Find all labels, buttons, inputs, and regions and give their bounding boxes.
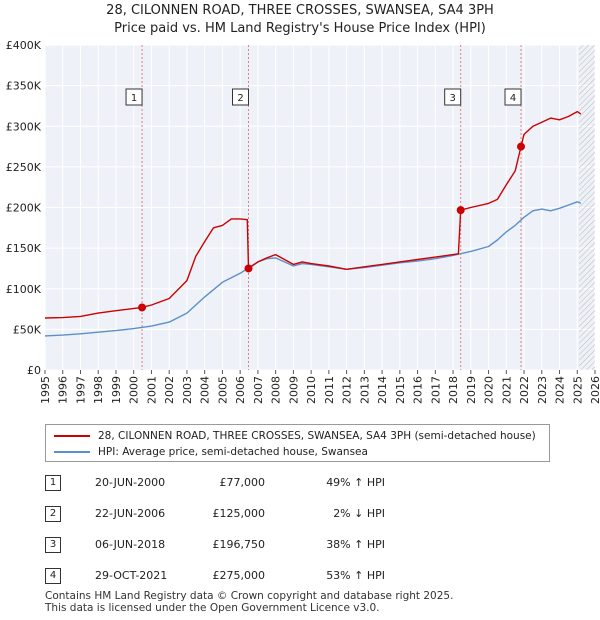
y-tick-label: £200K	[6, 202, 42, 215]
y-tick-label: £400K	[6, 39, 42, 52]
sale-number: 4	[45, 568, 61, 584]
y-tick-label: £350K	[6, 80, 42, 93]
sale-label-number: 2	[237, 93, 243, 104]
footer-licence: This data is licensed under the Open Gov…	[45, 602, 380, 614]
x-tick-label: 2019	[465, 376, 478, 404]
x-tick-label: 2025	[571, 376, 584, 404]
x-tick-label: 2013	[358, 376, 371, 404]
legend-swatch-property	[54, 435, 90, 437]
projection-hatch	[579, 45, 595, 370]
legend-swatch-hpi	[54, 451, 90, 453]
sale-price: £77,000	[219, 476, 266, 489]
sale-date: 20-JUN-2000	[95, 476, 166, 489]
x-tick-label: 2012	[341, 376, 354, 404]
sale-row: 2 22-JUN-2006 £125,000 2% ↓ HPI	[45, 501, 445, 532]
x-tick-label: 2011	[323, 376, 336, 404]
x-axis: 1995 1996 1997 1998 1999 2000 2001 2002 2003 2004…	[39, 370, 600, 404]
x-tick-label: 2004	[199, 376, 212, 404]
x-tick-label: 1998	[92, 376, 105, 404]
sale-row: 3 06-JUN-2018 £196,750 38% ↑ HPI	[45, 532, 445, 563]
sale-points	[138, 142, 526, 312]
y-axis: £0 £50K £100K £150K £200K £250K £300K £350K £400…	[6, 39, 42, 377]
y-tick-label: £50K	[13, 323, 42, 336]
sale-label-box	[444, 88, 462, 106]
x-tick-label: 2005	[216, 376, 229, 404]
x-tick-label: 2021	[500, 376, 513, 404]
sale-number: 1	[45, 475, 61, 491]
sale-label-box	[504, 88, 522, 106]
x-tick-label: 1996	[57, 376, 70, 404]
y-tick-label: £150K	[6, 242, 42, 255]
sale-hpi-change: 2% ↓ HPI	[333, 507, 385, 520]
x-tick-label: 1997	[74, 376, 87, 404]
sale-price: £125,000	[212, 507, 266, 520]
sale-labels: 1 2 3 4	[125, 88, 522, 106]
x-tick-label: 2023	[536, 376, 549, 404]
x-tick-label: 2007	[252, 376, 265, 404]
y-tick-label: £300K	[6, 120, 42, 133]
sale-date: 29-OCT-2021	[95, 569, 168, 582]
x-tick-label: 2001	[145, 376, 158, 404]
y-tick-label: £100K	[6, 283, 42, 296]
sale-point	[456, 206, 465, 215]
legend-item-hpi: HPI: Average price, semi-detached house,…	[54, 444, 368, 460]
hpi-series-line	[44, 201, 582, 337]
sale-point	[138, 303, 147, 312]
footer-copyright: Contains HM Land Registry data © Crown c…	[45, 590, 454, 602]
footer: Contains HM Land Registry data © Crown c…	[45, 590, 453, 614]
sale-hpi-change: 49% ↑ HPI	[326, 476, 385, 489]
sale-label-number: 3	[450, 93, 456, 104]
sale-hpi-change: 38% ↑ HPI	[326, 538, 385, 551]
legend-label-property: 28, CILONNEN ROAD, THREE CROSSES, SWANSE…	[98, 430, 536, 442]
x-tick-label: 1995	[39, 376, 52, 404]
sale-date: 22-JUN-2006	[95, 507, 166, 520]
x-tick-label: 2003	[181, 376, 194, 404]
x-tick-label: 2026	[589, 376, 600, 404]
x-tick-label: 2022	[518, 376, 531, 404]
x-tick-label: 2018	[447, 376, 460, 404]
sale-date: 06-JUN-2018	[95, 538, 166, 551]
sale-row: 4 29-OCT-2021 £275,000 53% ↑ HPI	[45, 563, 445, 594]
legend-label-hpi: HPI: Average price, semi-detached house,…	[98, 446, 368, 458]
chart-subtitle: Price paid vs. HM Land Registry's House …	[114, 21, 486, 36]
x-tick-label: 2002	[163, 376, 176, 404]
sale-label-number: 1	[131, 93, 137, 104]
x-tick-label: 2017	[429, 376, 442, 404]
sale-price: £275,000	[212, 569, 266, 582]
sale-label-number: 4	[510, 93, 516, 104]
sale-hpi-change: 53% ↑ HPI	[326, 569, 385, 582]
x-tick-label: 2008	[270, 376, 283, 404]
x-tick-label: 2016	[412, 376, 425, 404]
x-tick-label: 2014	[376, 376, 389, 404]
chart-title: 28, CILONNEN ROAD, THREE CROSSES, SWANSE…	[106, 3, 494, 18]
x-tick-label: 2020	[483, 376, 496, 404]
legend: 28, CILONNEN ROAD, THREE CROSSES, SWANSE…	[45, 424, 550, 462]
price-chart: £0 £50K £100K £150K £200K £250K £300K £350K £400…	[6, 39, 600, 404]
sale-number: 3	[45, 537, 61, 553]
sale-point	[517, 142, 526, 151]
sale-price: £196,750	[212, 538, 266, 551]
x-tick-label: 2024	[554, 376, 567, 404]
sales-table: 1 20-JUN-2000 £77,000 49% ↑ HPI 2 22-JUN…	[45, 470, 445, 594]
x-tick-label: 1999	[110, 376, 123, 404]
y-tick-label: £250K	[6, 161, 42, 174]
sale-point	[244, 264, 253, 273]
sale-label-box	[125, 88, 143, 106]
chart-title-block: 28, CILONNEN ROAD, THREE CROSSES, SWANSE…	[0, 2, 600, 38]
x-tick-label: 2006	[234, 376, 247, 404]
x-tick-label: 2015	[394, 376, 407, 404]
grid-lines	[44, 44, 596, 371]
sale-row: 1 20-JUN-2000 £77,000 49% ↑ HPI	[45, 470, 445, 501]
x-tick-label: 2009	[287, 376, 300, 404]
sale-number: 2	[45, 506, 61, 522]
legend-item-property: 28, CILONNEN ROAD, THREE CROSSES, SWANSE…	[54, 428, 536, 444]
x-tick-label: 2010	[305, 376, 318, 404]
sale-label-box	[232, 88, 249, 106]
y-tick-label: £0	[27, 364, 41, 377]
x-tick-label: 2000	[128, 376, 141, 404]
